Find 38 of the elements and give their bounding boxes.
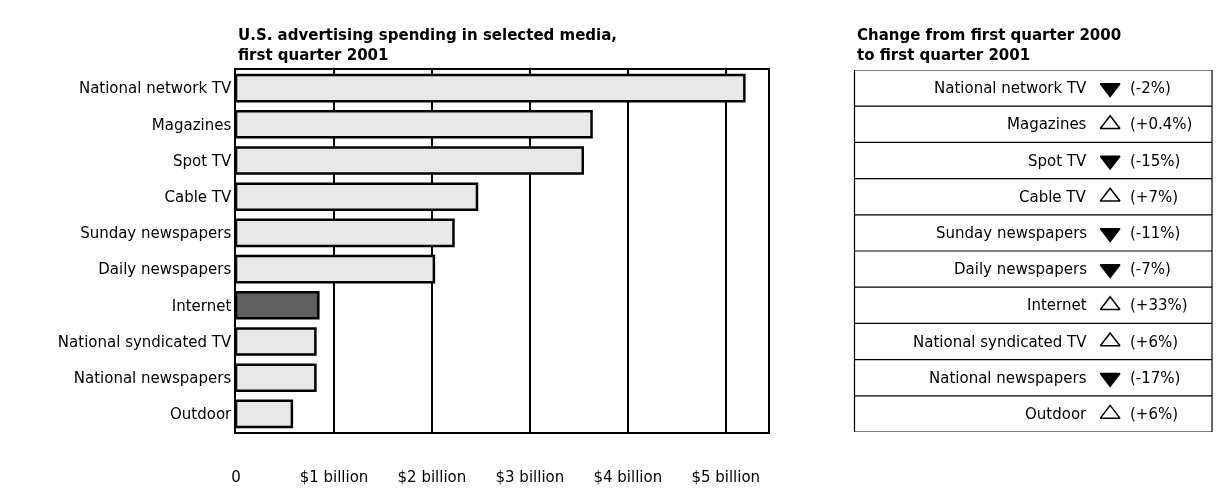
category-label: National newspapers (929, 369, 1087, 387)
category-label: Spot TV (1028, 152, 1088, 170)
y-tick-label: Spot TV (173, 151, 233, 170)
category-label: National syndicated TV (913, 333, 1088, 351)
category-label: Daily newspapers (954, 260, 1088, 278)
y-tick-label: Daily newspapers (98, 260, 232, 279)
data-label: (-7%) (1130, 260, 1171, 278)
x-tick-label: 0 (231, 467, 241, 486)
y-tick-label: Cable TV (164, 187, 233, 206)
category-label: Magazines (1007, 115, 1087, 133)
y-tick-label: National network TV (78, 79, 233, 98)
data-label: (-2%) (1130, 79, 1171, 97)
data-label: (-11%) (1130, 224, 1181, 242)
x-tick-label: $1 billion (299, 467, 369, 486)
data-label: (-17%) (1130, 369, 1181, 387)
x-tick-label: $5 billion (691, 467, 761, 486)
y-tick-label: Internet (171, 296, 232, 315)
y-tick-label: National syndicated TV (57, 332, 233, 351)
data-label: (+6%) (1130, 405, 1179, 423)
y-tick-label: Sunday newspapers (80, 224, 232, 243)
category-label: Outdoor (1025, 405, 1088, 423)
text: Change from first quarter 2000 to first quarter 2001 (857, 26, 1122, 64)
x-tick-label: $3 billion (495, 467, 565, 486)
y-tick-label: Outdoor (170, 405, 233, 424)
category-label: Cable TV (1019, 188, 1087, 206)
chart-title: U.S. advertising spending in selected media, first quarter 2001 (238, 26, 618, 64)
y-tick-label: Magazines (151, 115, 232, 134)
x-tick-label: $4 billion (593, 467, 663, 486)
data-label: (+6%) (1130, 333, 1179, 351)
data-label: (+0.4%) (1130, 115, 1193, 133)
y-tick-label: National newspapers (73, 368, 232, 387)
data-label: (+7%) (1130, 188, 1179, 206)
x-tick-label: $2 billion (397, 467, 467, 486)
data-label: (-15%) (1130, 152, 1181, 170)
data-label: (+33%) (1130, 296, 1188, 314)
category-label: Internet (1027, 296, 1087, 314)
category-label: Sunday newspapers (936, 224, 1088, 242)
category-label: National network TV (934, 79, 1088, 97)
